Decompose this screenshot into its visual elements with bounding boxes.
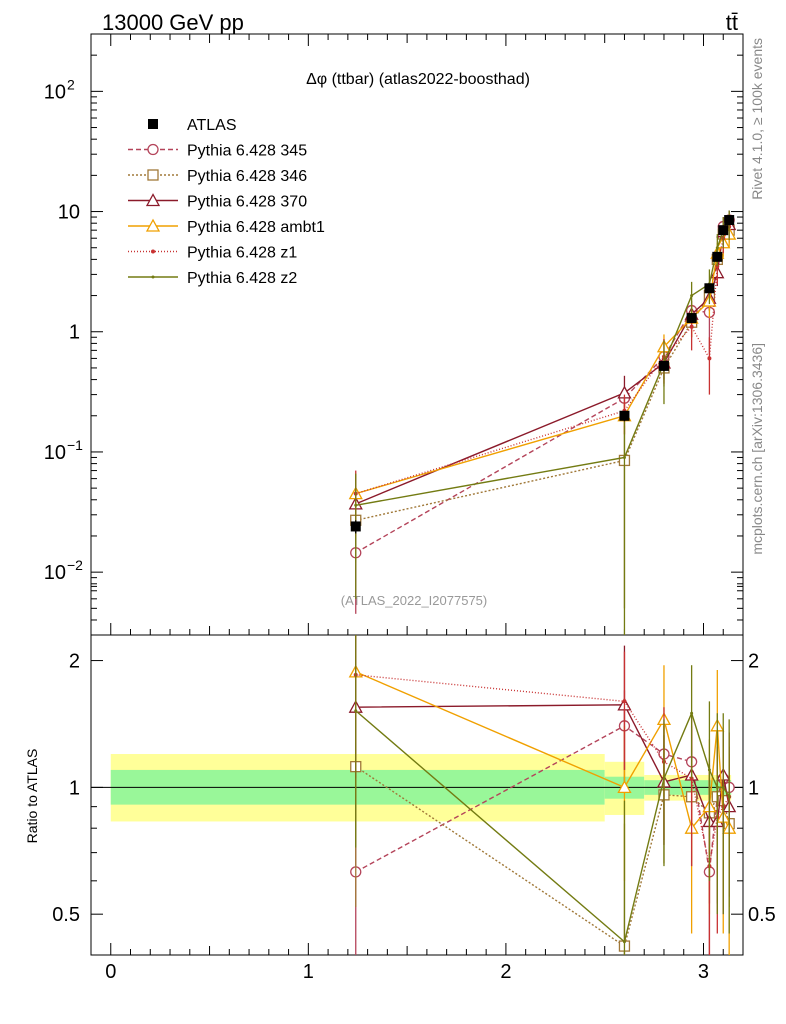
main-series	[348, 210, 737, 635]
atlas-point	[712, 251, 723, 262]
y-tick-label: 10	[44, 562, 66, 584]
rivet-version-label: Rivet 4.1.0, ≥ 100k events	[749, 38, 765, 200]
ratio-point	[617, 780, 632, 794]
data-point	[715, 246, 719, 250]
y-tick-label: 10	[44, 81, 66, 103]
energy-label: 13000 GeV pp	[102, 10, 244, 35]
mcplots-label: mcplots.cern.ch [arXiv:1306.3436]	[749, 343, 765, 555]
ratio-line	[355, 766, 730, 948]
legend-label: Pythia 6.428 345	[187, 143, 307, 160]
legend-marker	[151, 275, 155, 279]
legend-label: Pythia 6.428 ambt1	[187, 219, 325, 236]
ratio-series-0	[350, 690, 735, 955]
atlas-point	[619, 410, 630, 421]
ratio-point	[690, 711, 694, 715]
legend-label: ATLAS	[187, 117, 237, 134]
data-point	[707, 356, 712, 361]
y-tick-label: 10	[58, 202, 80, 224]
x-tick-label: 2	[500, 961, 511, 983]
data-point	[690, 294, 694, 298]
ratio-point	[354, 709, 358, 713]
chart-title: Δφ (ttbar) (atlas2022-boosthad)	[306, 71, 530, 88]
ratio-point	[622, 940, 626, 944]
y-tick-label: 10	[44, 442, 66, 464]
ratio-tick-label-right: 0.5	[748, 904, 776, 926]
legend-marker	[147, 143, 159, 156]
ratio-series	[348, 635, 737, 955]
y-tick-exponent: −2	[67, 557, 83, 573]
legend-item-4: Pythia 6.428 z1	[128, 245, 297, 262]
main-series-4	[353, 217, 732, 536]
ratio-tick-label: 1	[69, 777, 80, 799]
legend-label: Pythia 6.428 z1	[187, 245, 297, 262]
ratio-uncertainty-bands	[91, 754, 743, 822]
series-line	[355, 222, 730, 506]
legend-marker	[148, 119, 158, 129]
atlas-data	[350, 215, 735, 534]
legend-marker	[151, 249, 155, 254]
ratio-tick-label: 0.5	[52, 904, 80, 926]
ratio-panel-frame	[90, 634, 744, 956]
main-series-5	[354, 210, 731, 635]
series-line	[355, 219, 730, 554]
ratio-tick-label-right: 1	[748, 777, 759, 799]
main-series-1	[350, 220, 735, 609]
main-series-3	[348, 223, 737, 525]
data-point	[622, 455, 626, 459]
legend-item-3: Pythia 6.428 ambt1	[128, 218, 325, 236]
atlas-point	[704, 283, 715, 294]
ratio-tick-label: 2	[69, 651, 80, 673]
ratio-point	[721, 785, 725, 789]
main-series-0	[350, 210, 735, 614]
atlas-point	[350, 521, 361, 532]
legend-marker	[145, 218, 161, 232]
x-tick-label: 1	[303, 961, 314, 983]
legend-marker	[145, 193, 161, 207]
ratio-point	[715, 785, 719, 789]
ratio-line	[355, 704, 730, 823]
ratio-point	[727, 795, 731, 799]
series-line	[355, 226, 730, 495]
x-tick-label: 0	[105, 961, 116, 983]
analysis-tag: (ATLAS_2022_I2077575)	[341, 593, 487, 608]
atlas-point	[658, 360, 669, 371]
series-line	[355, 224, 730, 505]
ratio-axis-label: Ratio to ATLAS	[24, 749, 40, 844]
legend-label: Pythia 6.428 370	[187, 194, 307, 211]
legend-item-5: Pythia 6.428 z2	[128, 270, 297, 287]
y-tick-label: 1	[69, 322, 80, 344]
legend-item-1: Pythia 6.428 346	[128, 168, 307, 185]
legend-label: Pythia 6.428 346	[187, 168, 307, 185]
ratio-tick-label-right: 2	[748, 651, 759, 673]
legend: ATLAS Pythia 6.428 345 Pythia 6.428 346 Pyt…	[128, 117, 325, 287]
ratio-series-5	[354, 635, 731, 955]
series-line	[355, 233, 730, 495]
legend-item-0: Pythia 6.428 345	[128, 143, 307, 160]
data-point	[689, 324, 694, 329]
ratio-point	[622, 699, 627, 704]
x-tick-label: 3	[698, 961, 709, 983]
atlas-point	[724, 215, 735, 226]
legend-item-atlas: ATLAS	[148, 117, 237, 134]
atlas-point	[686, 313, 697, 324]
legend-label: Pythia 6.428 z2	[187, 270, 297, 287]
legend-marker	[147, 169, 159, 181]
ratio-line	[355, 710, 730, 944]
ratio-line	[355, 674, 730, 867]
ratio-series-1	[350, 688, 735, 955]
legend-item-2: Pythia 6.428 370	[128, 193, 307, 211]
data-point	[354, 503, 358, 507]
ratio-point	[662, 776, 666, 780]
process-label: tt̄	[726, 10, 738, 35]
ratio-point	[707, 768, 711, 772]
y-tick-exponent: −1	[67, 437, 83, 453]
ratio-line	[355, 671, 730, 830]
atlas-point	[718, 225, 729, 236]
y-tick-exponent: 2	[67, 76, 75, 92]
